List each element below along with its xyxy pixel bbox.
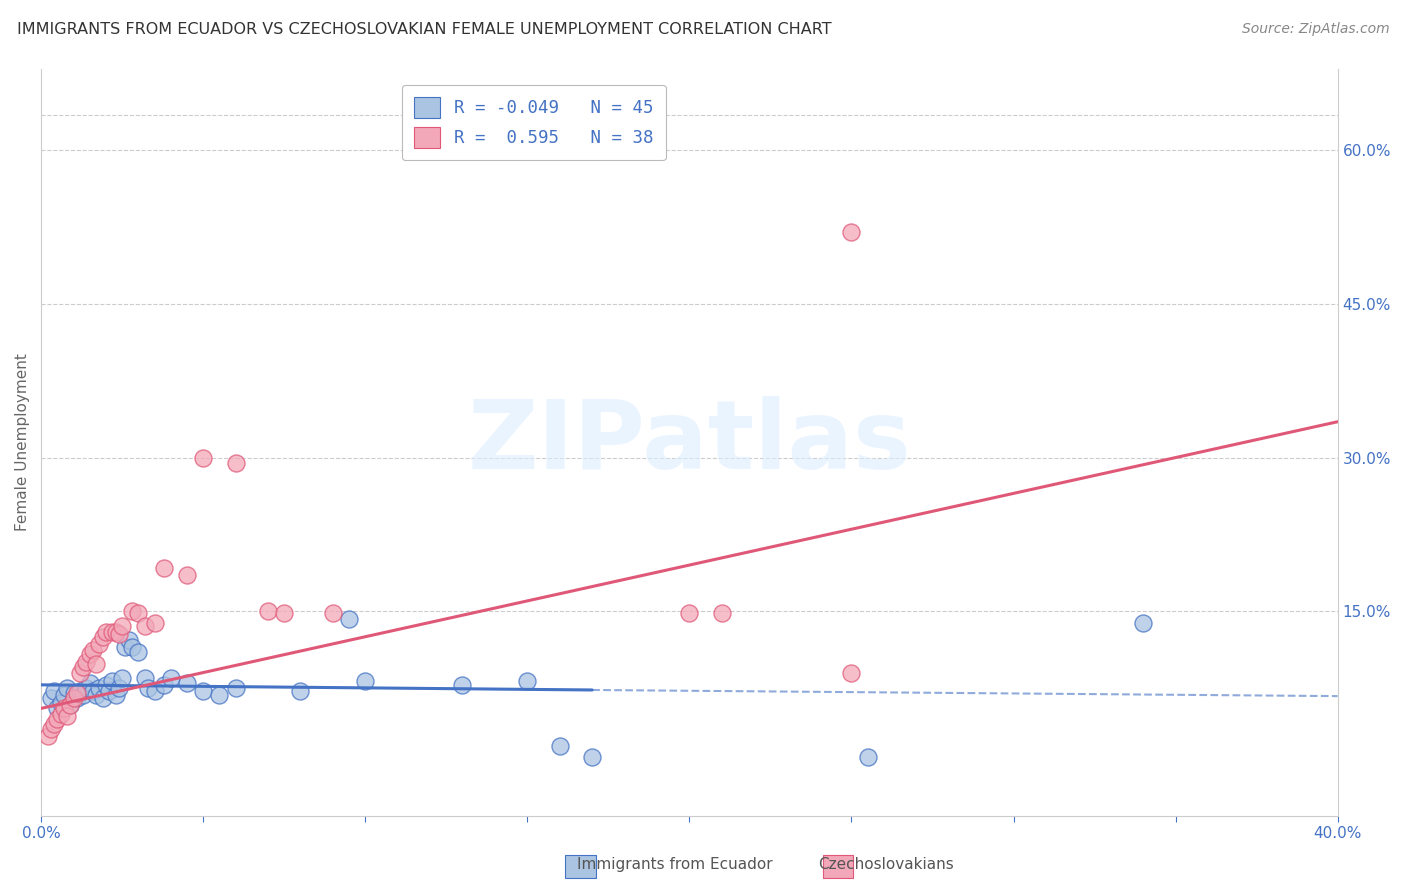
Point xyxy=(72,688,94,702)
Point xyxy=(841,225,863,239)
Point xyxy=(62,686,84,700)
Point xyxy=(111,671,134,685)
Point xyxy=(678,606,700,620)
Point xyxy=(516,673,538,688)
Point xyxy=(134,671,156,685)
Point xyxy=(79,647,101,661)
Point xyxy=(127,645,149,659)
Point xyxy=(49,706,72,721)
Point xyxy=(56,708,79,723)
Point xyxy=(121,604,143,618)
Point xyxy=(176,568,198,582)
Point xyxy=(354,673,377,688)
Point xyxy=(451,678,474,692)
Point xyxy=(710,606,733,620)
Point xyxy=(193,684,215,698)
Point xyxy=(94,624,117,639)
Point xyxy=(208,688,231,702)
Point xyxy=(66,686,89,700)
Point xyxy=(59,698,82,713)
Point xyxy=(37,729,59,743)
Legend: R = -0.049   N = 45, R =  0.595   N = 38: R = -0.049 N = 45, R = 0.595 N = 38 xyxy=(402,85,665,160)
Point xyxy=(841,665,863,680)
Point xyxy=(117,632,139,647)
Point xyxy=(127,606,149,620)
Point xyxy=(66,691,89,706)
Point xyxy=(101,624,124,639)
Text: IMMIGRANTS FROM ECUADOR VS CZECHOSLOVAKIAN FEMALE UNEMPLOYMENT CORRELATION CHART: IMMIGRANTS FROM ECUADOR VS CZECHOSLOVAKI… xyxy=(17,22,831,37)
Point xyxy=(46,712,69,726)
Y-axis label: Female Unemployment: Female Unemployment xyxy=(15,353,30,531)
Point xyxy=(108,626,131,640)
Text: Source: ZipAtlas.com: Source: ZipAtlas.com xyxy=(1241,22,1389,37)
Point xyxy=(114,640,136,654)
Point xyxy=(121,640,143,654)
Point xyxy=(42,716,65,731)
Point xyxy=(59,698,82,713)
Point xyxy=(548,739,571,754)
Point xyxy=(69,665,91,680)
Point xyxy=(225,456,247,470)
Point xyxy=(84,688,107,702)
Point xyxy=(62,691,84,706)
Point xyxy=(337,612,360,626)
Point xyxy=(193,450,215,465)
Text: ZIPatlas: ZIPatlas xyxy=(467,396,911,489)
Point xyxy=(159,671,181,685)
Point xyxy=(76,656,98,670)
Text: Czechoslovakians: Czechoslovakians xyxy=(818,857,953,872)
Point xyxy=(52,701,75,715)
Point xyxy=(91,691,114,706)
Point xyxy=(134,619,156,633)
Point xyxy=(49,696,72,710)
Point xyxy=(89,681,111,695)
Point xyxy=(46,701,69,715)
Point xyxy=(82,643,104,657)
Point xyxy=(153,678,176,692)
Point xyxy=(39,722,62,736)
Point xyxy=(225,681,247,695)
Point xyxy=(52,688,75,702)
Point xyxy=(76,681,98,695)
Point xyxy=(143,616,166,631)
Point xyxy=(39,691,62,706)
Point xyxy=(273,606,295,620)
Point xyxy=(143,684,166,698)
Point xyxy=(257,604,280,618)
Point xyxy=(108,681,131,695)
Point xyxy=(42,684,65,698)
Point xyxy=(856,749,879,764)
Point xyxy=(79,675,101,690)
Point xyxy=(1132,616,1154,631)
Point xyxy=(104,624,127,639)
Point xyxy=(136,681,159,695)
Text: Immigrants from Ecuador: Immigrants from Ecuador xyxy=(576,857,773,872)
Point xyxy=(104,688,127,702)
Point xyxy=(111,619,134,633)
Point xyxy=(84,657,107,672)
Point xyxy=(72,660,94,674)
Point xyxy=(176,675,198,690)
Point xyxy=(56,681,79,695)
Point xyxy=(69,684,91,698)
Point xyxy=(290,684,312,698)
Point xyxy=(101,673,124,688)
Point xyxy=(98,684,121,698)
Point xyxy=(94,678,117,692)
Point xyxy=(89,637,111,651)
Point xyxy=(91,630,114,644)
Point xyxy=(153,561,176,575)
Point xyxy=(82,684,104,698)
Point xyxy=(322,606,344,620)
Point xyxy=(581,749,603,764)
